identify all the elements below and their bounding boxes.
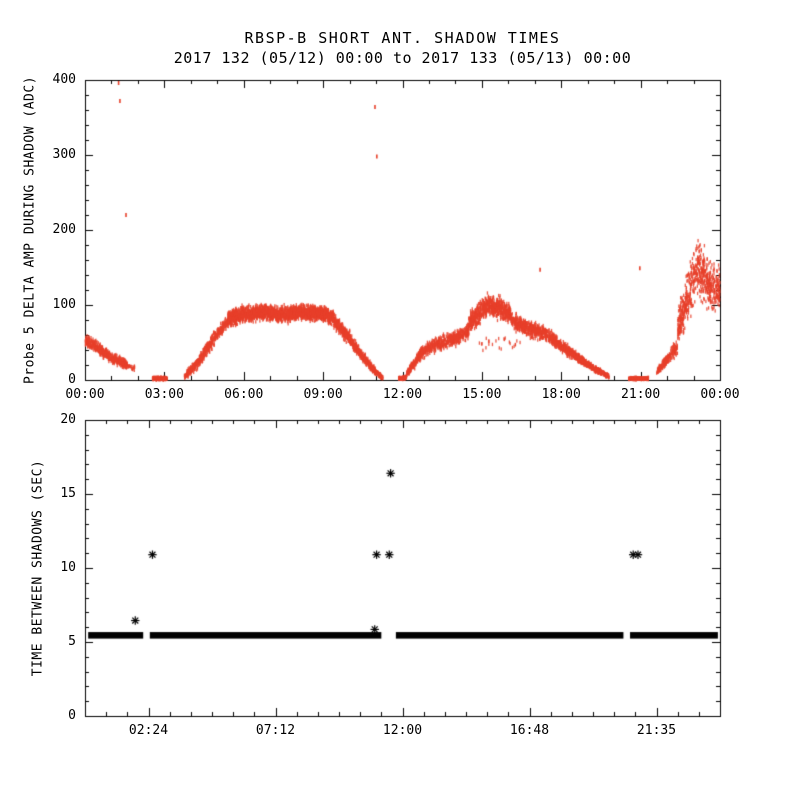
top-y-tick-label: 200 (52, 222, 76, 237)
top-x-tick-label: 12:00 (382, 387, 423, 402)
bottom-x-tick-label: 02:24 (128, 723, 169, 738)
top-x-tick-label: 06:00 (224, 387, 264, 402)
top-y-tick-label: 300 (52, 147, 76, 162)
bottom-y-tick-label: 5 (68, 634, 76, 649)
chart-title: RBSP-B SHORT ANT. SHADOW TIMES (244, 29, 561, 47)
top-x-tick-label: 15:00 (462, 387, 502, 402)
top-x-tick-label: 00:00 (700, 387, 740, 402)
bottom-x-tick-label: 21:35 (636, 723, 677, 738)
bottom-y-tick-label: 15 (60, 486, 76, 501)
bottom-x-tick-label: 16:48 (509, 723, 550, 738)
top-x-tick-label: 03:00 (144, 387, 184, 402)
top-x-tick-label: 09:00 (303, 387, 343, 402)
bottom-x-tick-label: 07:12 (255, 723, 296, 738)
top-y-tick-label: 0 (68, 372, 76, 387)
top-y-tick-label: 100 (52, 297, 76, 312)
chart-subtitle: 2017 132 (05/12) 00:00 to 2017 133 (05/1… (173, 49, 632, 67)
top-x-tick-label: 00:00 (65, 387, 105, 402)
bottom-y-tick-label: 0 (68, 708, 76, 723)
top-x-tick-label: 18:00 (541, 387, 581, 402)
bottom-y-tick-label: 20 (60, 412, 76, 427)
bottom-y-tick-label: 10 (60, 560, 76, 575)
top-x-tick-label: 21:00 (621, 387, 661, 402)
top-y-tick-label: 400 (52, 72, 76, 87)
bottom-x-tick-label: 12:00 (382, 723, 423, 738)
